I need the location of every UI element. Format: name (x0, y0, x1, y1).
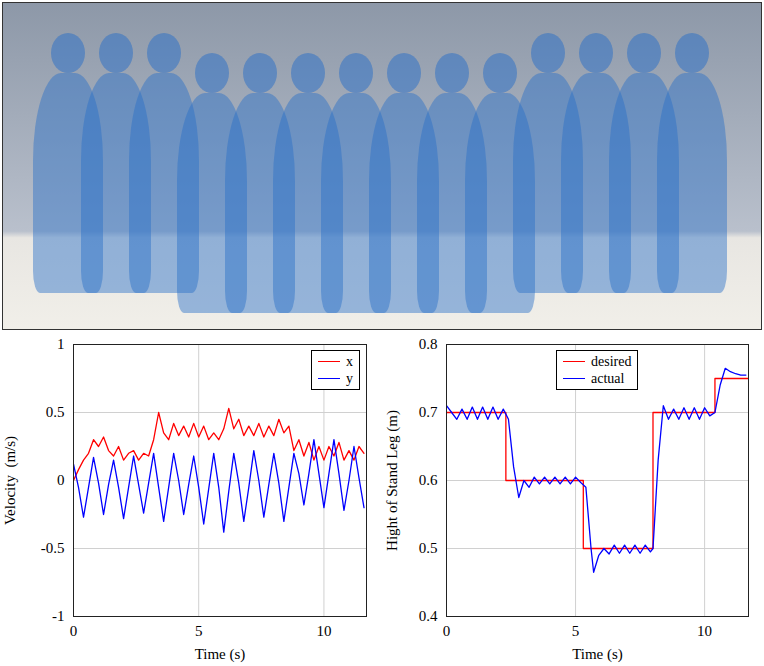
svg-text:Hight of Stand Leg (m): Hight of Stand Leg (m) (384, 410, 401, 551)
svg-text:10: 10 (697, 623, 712, 639)
svg-text:0.6: 0.6 (419, 472, 438, 488)
html-text:y: y (346, 371, 353, 386)
svg-text:5: 5 (195, 623, 203, 639)
html-text:desired: desired (591, 354, 632, 369)
svg-text:0.5: 0.5 (419, 540, 438, 556)
svg-text:Time (s): Time (s) (572, 646, 623, 663)
svg-text:0.7: 0.7 (419, 404, 438, 420)
svg-text:-1: -1 (52, 608, 65, 624)
html-text:x: x (346, 354, 353, 369)
svg-text:10: 10 (316, 623, 331, 639)
html-text:actual: actual (591, 371, 625, 386)
svg-text:1: 1 (57, 336, 65, 352)
svg-text:0.5: 0.5 (46, 404, 65, 420)
svg-text:Velocity (m/s): Velocity (m/s) (2, 436, 19, 525)
svg-text:0: 0 (443, 623, 451, 639)
svg-text:0: 0 (70, 623, 78, 639)
svg-text:0.4: 0.4 (419, 608, 438, 624)
svg-text:Time (s): Time (s) (195, 646, 246, 663)
svg-text:5: 5 (572, 623, 580, 639)
svg-text:-0.5: -0.5 (41, 540, 65, 556)
svg-text:0.8: 0.8 (419, 336, 438, 352)
svg-text:0: 0 (57, 472, 65, 488)
